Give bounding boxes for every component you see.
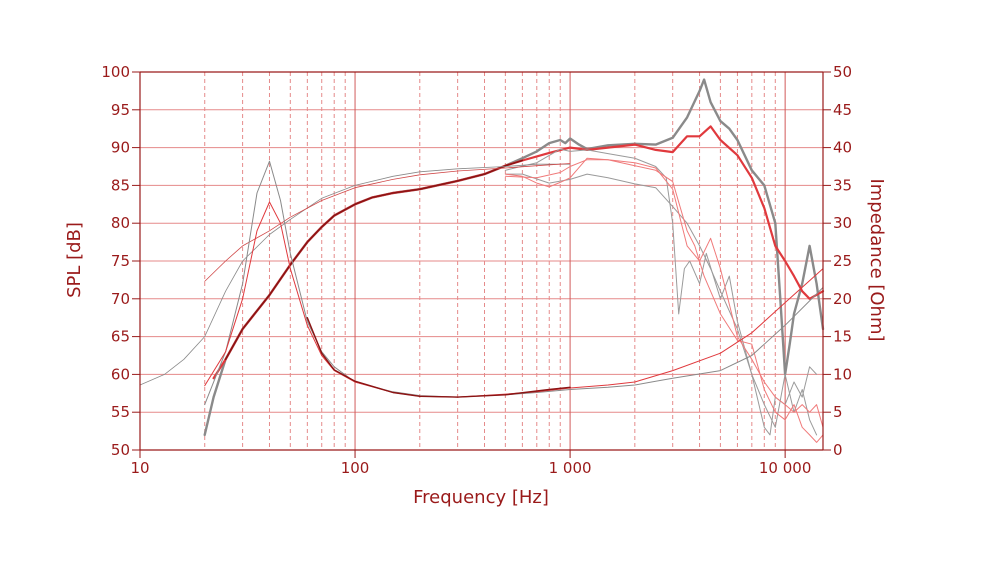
spl-curve-9: [204, 163, 571, 282]
impedance-curve-11: [204, 201, 824, 398]
impedance-curve-12: [306, 317, 571, 398]
right-tick-label: 10: [833, 365, 852, 383]
right-tick-label: 40: [833, 139, 852, 157]
right-tick-label: 15: [833, 328, 852, 346]
right-tick-label: 35: [833, 176, 852, 194]
left-axis-ticks: 100 95 90 85 80 75 70 65 60 55 50: [101, 63, 140, 459]
x-tick-label: 1 000: [549, 459, 592, 477]
spl-curve-5: [504, 173, 818, 436]
spl-curve-1: [203, 78, 825, 437]
x-axis-title: Frequency [Hz]: [413, 487, 549, 508]
right-tick-label: 25: [833, 252, 852, 270]
left-tick-label: 100: [101, 63, 130, 81]
spl-curve-4: [504, 148, 818, 436]
right-tick-label: 45: [833, 101, 852, 119]
left-tick-label: 70: [111, 290, 130, 308]
x-tick-label: 100: [341, 459, 370, 477]
left-tick-label: 65: [111, 328, 130, 346]
left-tick-label: 60: [111, 365, 130, 383]
spl-curve-7: [504, 159, 824, 428]
left-tick-label: 80: [111, 214, 130, 232]
left-tick-label: 55: [111, 403, 130, 421]
series-curves: [139, 78, 825, 443]
left-tick-label: 90: [111, 139, 130, 157]
right-tick-label: 30: [833, 214, 852, 232]
right-tick-label: 5: [833, 403, 843, 421]
left-tick-label: 75: [111, 252, 130, 270]
right-tick-label: 0: [833, 441, 843, 459]
spl-curve-2: [212, 125, 825, 380]
right-axis-title: Impedance [Ohm]: [866, 178, 887, 341]
left-tick-label: 95: [111, 101, 130, 119]
left-tick-label: 50: [111, 441, 130, 459]
x-tick-label: 10: [130, 459, 149, 477]
left-axis-title: SPL [dB]: [64, 222, 85, 298]
right-tick-label: 20: [833, 290, 852, 308]
x-axis-ticks: 10 100 1 000 10 000: [130, 450, 811, 477]
x-tick-label: 10 000: [759, 459, 812, 477]
spl-curve-3: [224, 159, 524, 361]
left-tick-label: 85: [111, 176, 130, 194]
right-tick-label: 50: [833, 63, 852, 81]
